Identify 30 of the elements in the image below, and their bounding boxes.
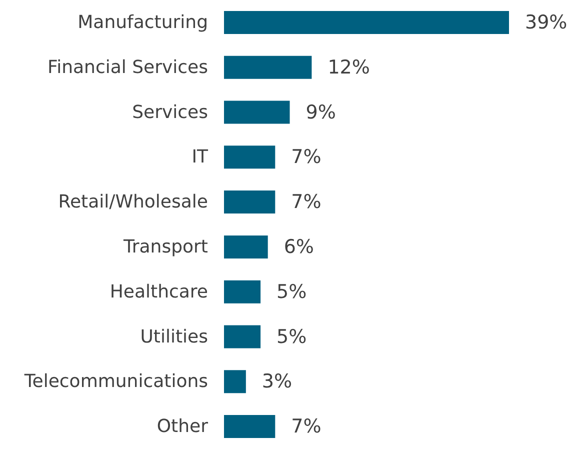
y-tick-label: Financial Services xyxy=(48,56,208,78)
y-tick-label: Transport xyxy=(122,236,208,258)
data-label: 6% xyxy=(284,236,314,258)
data-label: 5% xyxy=(276,280,307,303)
bar xyxy=(224,415,276,438)
y-tick-label: Retail/Wholesale xyxy=(58,192,208,213)
data-label: 9% xyxy=(306,101,336,124)
y-tick-label: Healthcare xyxy=(110,281,208,302)
bar xyxy=(224,235,268,258)
data-label: 7% xyxy=(291,146,322,168)
data-label: 12% xyxy=(328,56,370,78)
bar xyxy=(224,280,261,304)
bar xyxy=(224,56,312,79)
data-label: 39% xyxy=(525,11,568,34)
y-tick-label: Manufacturing xyxy=(78,12,208,33)
y-tick-label: Services xyxy=(132,102,208,123)
data-label: 5% xyxy=(276,326,307,348)
y-tick-label: Telecommunications xyxy=(23,371,208,392)
data-label: 7% xyxy=(291,416,322,438)
y-tick-label: Other xyxy=(156,416,209,438)
y-tick-label: IT xyxy=(192,146,209,168)
bar xyxy=(224,190,276,214)
bar xyxy=(224,100,290,124)
bar xyxy=(224,325,261,348)
data-label: 7% xyxy=(291,191,322,214)
data-label: 3% xyxy=(262,370,292,393)
bar xyxy=(224,146,276,169)
bar xyxy=(224,370,246,394)
y-tick-label: Utilities xyxy=(140,326,208,348)
bar xyxy=(224,10,509,34)
